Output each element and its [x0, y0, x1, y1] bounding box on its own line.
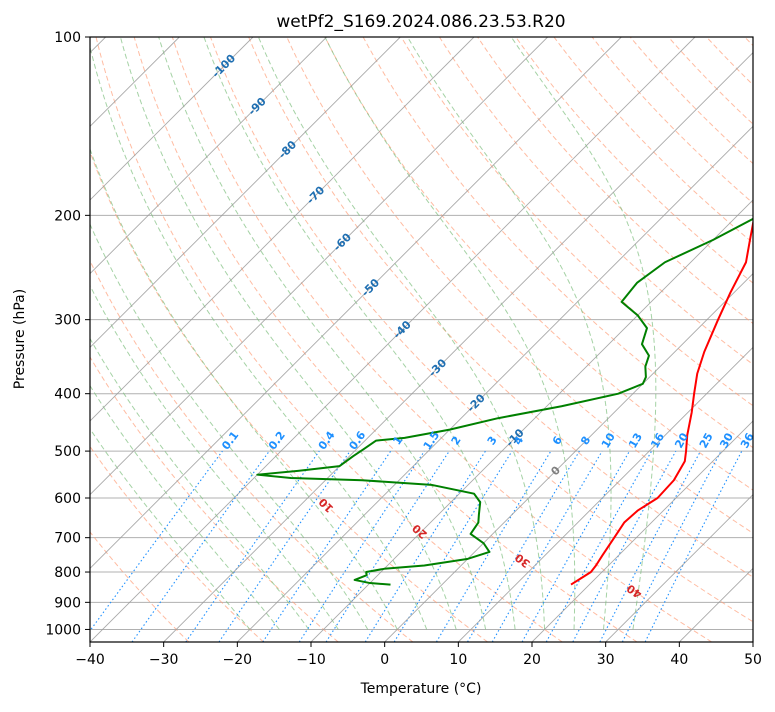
x-tick-label: −40 [75, 652, 105, 668]
y-tick-label: 900 [54, 595, 81, 611]
x-tick-label: −10 [296, 652, 326, 668]
y-tick-label: 700 [54, 531, 81, 547]
x-tick-label: 10 [449, 652, 467, 668]
y-tick-label: 500 [54, 444, 81, 460]
x-axis-label: Temperature (°C) [360, 681, 482, 697]
y-tick-label: 1000 [45, 622, 81, 638]
x-tick-label: −20 [223, 652, 253, 668]
y-tick-label: 800 [54, 565, 81, 581]
y-tick-label: 200 [54, 208, 81, 224]
x-tick-label: 20 [523, 652, 541, 668]
x-tick-label: −30 [149, 652, 179, 668]
y-tick-label: 100 [54, 30, 81, 46]
x-tick-label: 50 [744, 652, 762, 668]
y-tick-label: 400 [54, 387, 81, 403]
y-tick-label: 300 [54, 313, 81, 329]
x-tick-label: 30 [597, 652, 615, 668]
y-axis-label: Pressure (hPa) [12, 289, 28, 389]
x-tick-label: 40 [670, 652, 688, 668]
chart-title: wetPf2_S169.2024.086.23.53.R20 [276, 12, 565, 32]
x-tick-label: 0 [380, 652, 389, 668]
y-tick-label: 600 [54, 491, 81, 507]
